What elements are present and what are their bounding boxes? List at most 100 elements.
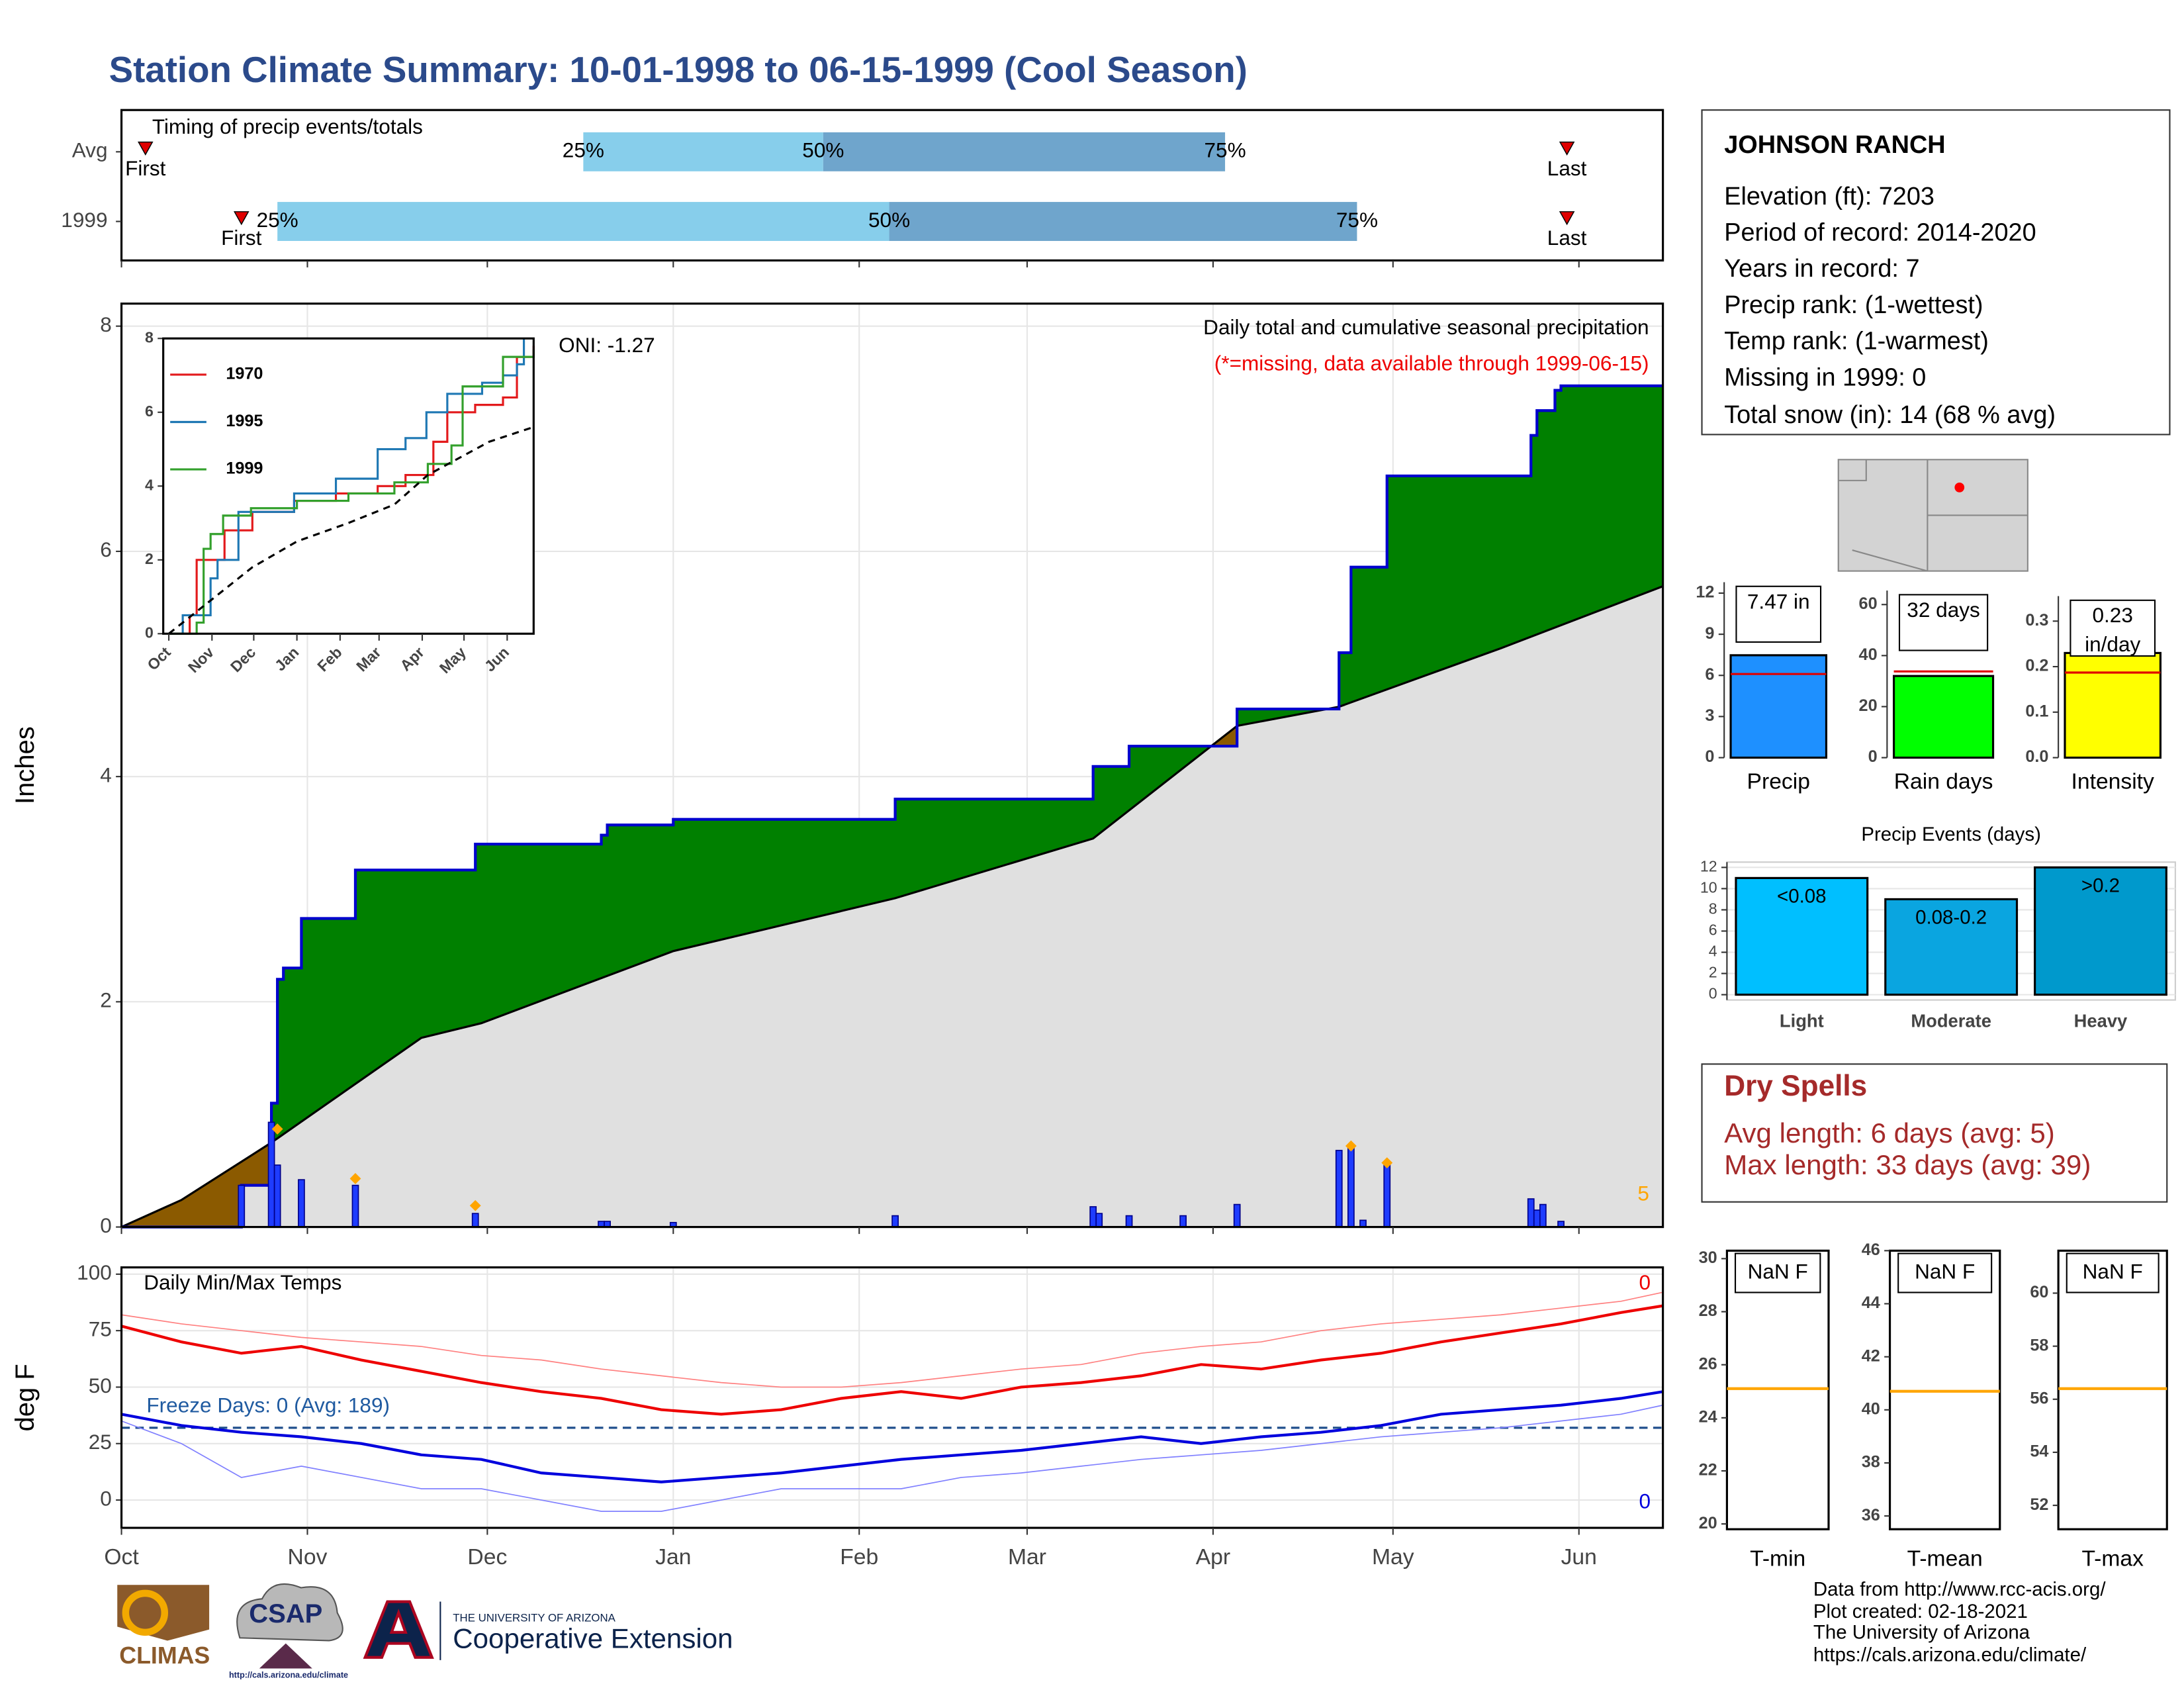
panel <box>121 1267 1663 1528</box>
dry-spells-frame <box>1701 1063 2168 1203</box>
legend-label: 1999 <box>226 459 263 478</box>
dry-spells-line: Max length: 33 days (avg: 39) <box>1724 1149 2091 1180</box>
value-label-box <box>2070 599 2156 657</box>
snow-marker <box>349 1173 361 1184</box>
y-tick-label: 10 <box>1700 879 1717 896</box>
locator-map <box>1837 459 2028 572</box>
daily-bar <box>1539 1203 1547 1228</box>
x-tick-label: May <box>1372 1545 1414 1570</box>
csap-cloud <box>236 1583 343 1642</box>
page-title: Station Climate Summary: 10-01-1998 to 0… <box>109 49 1248 90</box>
snow-marker <box>1381 1157 1393 1169</box>
daily-bar <box>1089 1206 1097 1228</box>
y-tick-label: 0.0 <box>2025 747 2048 766</box>
station-line: Elevation (ft): 7203 <box>1724 183 1934 211</box>
y-tick-label: 0.1 <box>2025 702 2048 720</box>
series-line <box>169 349 535 635</box>
value-label: 7.47 in <box>1747 589 1810 613</box>
ua-logo <box>363 1600 434 1659</box>
y-tick-label: 0 <box>100 1486 112 1510</box>
y-tick-label: 4 <box>1709 943 1717 960</box>
event-marker <box>1559 141 1575 156</box>
event-label: First <box>125 156 166 180</box>
y-tick-label: 9 <box>1705 624 1714 643</box>
range-bar <box>583 132 823 171</box>
series-line <box>121 1304 1663 1416</box>
panel <box>163 338 534 634</box>
footer: Data from http://www.rcc-acis.org/ Plot … <box>1813 1579 2106 1666</box>
x-tick-label: Feb <box>840 1545 878 1570</box>
legend-label: 1970 <box>226 365 263 383</box>
percent-label: 75% <box>1336 208 1378 232</box>
percent-label: 25% <box>257 208 298 232</box>
y-tick-label: 0 <box>1868 747 1878 766</box>
daily-bar <box>273 1164 281 1228</box>
university-name: THE UNIVERSITY OF ARIZONA <box>453 1611 615 1624</box>
y-tick-label: 4 <box>100 763 112 786</box>
panel-subtitle: (*=missing, data available through 1999-… <box>1214 352 1649 375</box>
bar-label: >0.2 <box>2081 875 2120 897</box>
daily-bar <box>1125 1215 1133 1228</box>
y-axis-title: Inches <box>11 726 40 804</box>
y-tick-label: 44 <box>1862 1293 1880 1312</box>
bar-label: 0.08-0.2 <box>1915 907 1987 929</box>
y-tick-label: 20 <box>1699 1514 1717 1532</box>
daily-bar <box>1347 1145 1355 1228</box>
station-line: Precip rank: (1-wettest) <box>1724 291 1983 319</box>
y-tick-label: 8 <box>100 312 112 336</box>
event-label: First <box>221 226 262 250</box>
station-location <box>1954 483 1965 492</box>
category-label: Heavy <box>2074 1011 2128 1031</box>
x-tick-label: Mar <box>1008 1545 1046 1570</box>
x-tick-label: Dec <box>467 1545 507 1570</box>
y-tick-label: 20 <box>1859 696 1878 715</box>
series-line <box>121 1291 1663 1388</box>
daily-bar <box>298 1179 305 1228</box>
y-tick-label: 60 <box>1859 594 1878 613</box>
climas-logo: CLIMAS <box>119 1642 210 1669</box>
dry-spells-box: Dry Spells Avg length: 6 days (avg: 5) M… <box>1701 1063 2168 1203</box>
y-tick-label: 0 <box>145 624 154 641</box>
panel-title: Daily total and cumulative seasonal prec… <box>1203 315 1649 339</box>
daily-bar <box>1533 1209 1541 1228</box>
y-tick-label: 0.3 <box>2025 611 2048 630</box>
dry-spells-line: Avg length: 6 days (avg: 5) <box>1724 1117 2055 1149</box>
station-box: JOHNSON RANCH Elevation (ft): 7203 Perio… <box>1701 109 2171 436</box>
y-tick-label: 25 <box>89 1430 112 1454</box>
y-tick-label: 26 <box>1699 1354 1717 1373</box>
value-label: 32 days <box>1907 598 1980 622</box>
panel-frame <box>162 337 535 635</box>
x-tick-label: Apr <box>1196 1545 1230 1570</box>
average-line <box>120 585 1664 1229</box>
daily-bar <box>1095 1213 1103 1228</box>
row-label: Avg <box>72 138 108 162</box>
value-label: NaN F <box>2083 1259 2143 1283</box>
daily-bar <box>1179 1215 1187 1228</box>
y-tick-label: 58 <box>2030 1336 2048 1354</box>
y-tick-label: 40 <box>1859 645 1878 664</box>
average-area <box>121 586 1663 1227</box>
y-tick-label: 6 <box>1709 921 1717 939</box>
daily-bar <box>891 1215 899 1228</box>
percent-label: 50% <box>802 138 844 162</box>
panel-title: Daily Min/Max Temps <box>144 1270 341 1294</box>
footer-line: Plot created: 02-18-2021 <box>1813 1601 2028 1622</box>
y-tick-label: 30 <box>1699 1248 1717 1267</box>
category-label: Intensity <box>2071 769 2155 794</box>
y-tick-label: 0 <box>1705 747 1714 766</box>
panel-frame <box>120 303 1664 1229</box>
footer-line: The University of Arizona <box>1813 1622 2030 1644</box>
value-label-box <box>2066 1252 2160 1293</box>
y-tick-label: 42 <box>1862 1346 1880 1365</box>
station-line: Temp rank: (1-warmest) <box>1724 328 1989 355</box>
event-marker <box>234 211 250 226</box>
percent-label: 25% <box>563 138 604 162</box>
value-label-box <box>1897 1252 1993 1293</box>
y-tick-label: 2 <box>100 988 112 1012</box>
value-label-box <box>1734 1252 1821 1293</box>
daily-bar <box>471 1213 479 1228</box>
y-tick-label: 54 <box>2030 1442 2048 1461</box>
y-tick-label: 12 <box>1700 857 1717 874</box>
y-tick-label: 2 <box>145 550 154 567</box>
